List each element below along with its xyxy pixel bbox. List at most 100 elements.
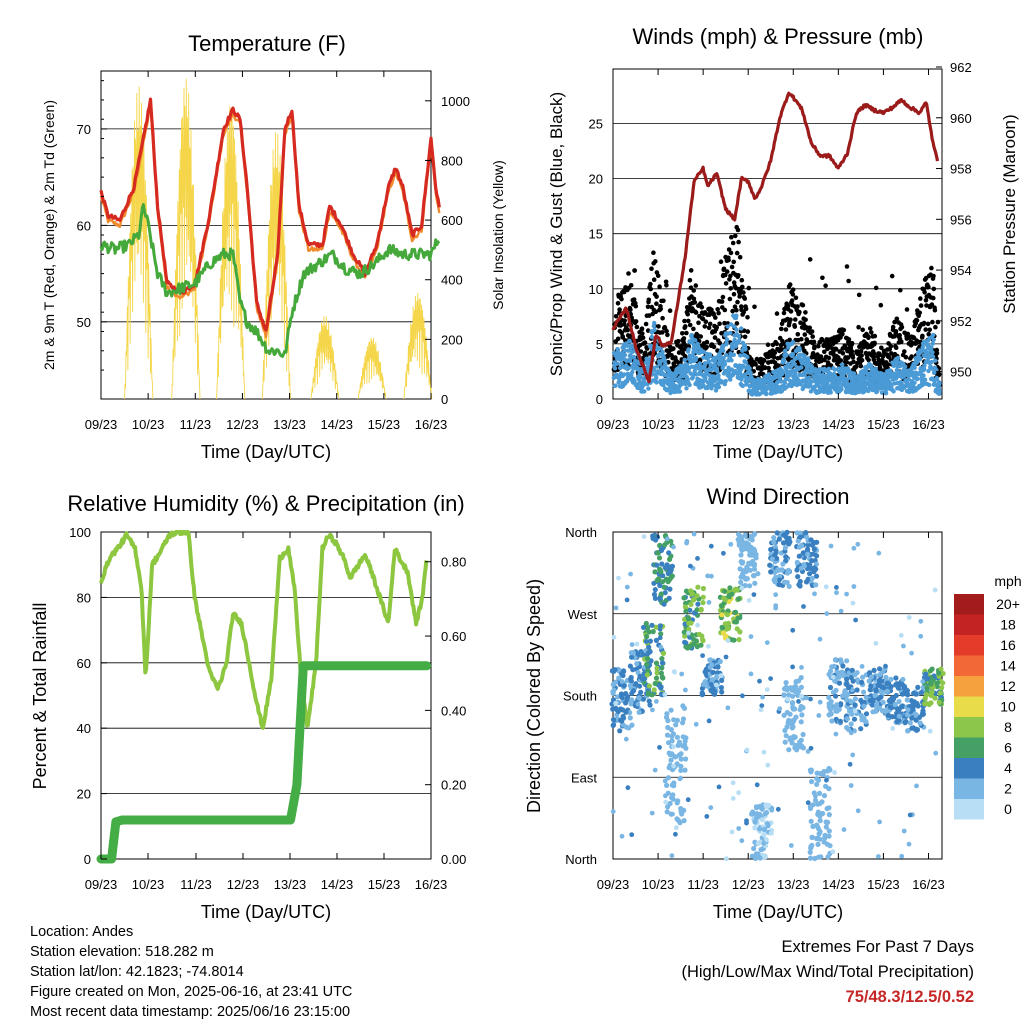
direction-point	[880, 699, 886, 705]
y-right-tick-label: 800	[441, 153, 463, 168]
direction-point	[936, 699, 942, 706]
direction-point	[634, 661, 640, 667]
wind-point	[732, 337, 737, 343]
wind-point	[703, 375, 708, 381]
gust-point	[840, 331, 845, 337]
gust-point	[688, 268, 694, 273]
gust-point	[803, 310, 808, 315]
direction-point	[758, 804, 764, 811]
direction-xlabel: Time (Day/UTC)	[713, 902, 843, 922]
direction-point	[724, 612, 731, 618]
wind-point	[927, 382, 932, 388]
direction-point	[871, 667, 877, 674]
direction-point	[738, 574, 744, 580]
direction-point	[890, 726, 896, 731]
gust-point	[721, 266, 727, 272]
legend-label: 14	[1000, 658, 1016, 674]
y-tick-label: 50	[77, 315, 91, 330]
direction-point	[794, 559, 800, 566]
wind-point	[723, 352, 729, 358]
wind-point	[682, 357, 687, 363]
direction-point	[935, 680, 941, 686]
gust-point	[724, 269, 730, 274]
x-tick-label: 13/23	[777, 877, 810, 892]
direction-point	[837, 718, 844, 724]
gust-point	[903, 354, 909, 360]
gust-point	[660, 315, 665, 321]
winds-title: Winds (mph) & Pressure (mb)	[633, 24, 924, 49]
direction-point	[758, 847, 765, 853]
direction-point	[659, 656, 665, 662]
gust-point	[676, 350, 682, 355]
direction-point	[793, 684, 799, 690]
direction-point	[747, 548, 753, 554]
gust-point	[924, 303, 929, 308]
wind-point	[929, 345, 934, 350]
direction-point	[686, 626, 692, 632]
direction-point	[700, 653, 705, 658]
gust-point	[790, 287, 796, 293]
y-tick-label: 0	[84, 852, 91, 867]
gust-point	[717, 341, 723, 346]
direction-point	[907, 720, 913, 726]
winds-ylabel: Sonic/Prop Wind & Gust (Blue, Black)	[547, 92, 566, 376]
direction-point	[768, 569, 774, 575]
x-tick-label: 16/23	[912, 417, 945, 432]
direction-point	[812, 797, 819, 803]
wind-point	[737, 338, 742, 343]
gust-point	[686, 318, 691, 324]
direction-point	[913, 691, 919, 697]
gust-point	[676, 338, 681, 344]
gust-point	[849, 340, 855, 346]
gust-point	[658, 306, 663, 312]
direction-point	[613, 605, 619, 611]
gust-point	[730, 308, 735, 314]
temperature-series	[99, 97, 441, 358]
gust-point	[859, 358, 865, 363]
y-tick-label: West	[568, 607, 598, 622]
wind-point	[937, 388, 942, 393]
gust-point	[680, 331, 685, 336]
direction-point	[704, 814, 710, 819]
direction-point	[794, 567, 800, 573]
direction-point	[668, 757, 674, 763]
gust-point	[850, 355, 856, 360]
wind-point	[790, 340, 796, 345]
direction-point	[659, 674, 665, 680]
direction-point	[932, 587, 938, 593]
direction-point	[843, 697, 850, 703]
gust-point	[929, 265, 934, 271]
gust-point	[723, 281, 729, 286]
gust-point	[632, 268, 637, 273]
direction-point	[724, 856, 729, 862]
gust-point	[709, 307, 714, 313]
direction-point	[840, 693, 846, 699]
temperature-line	[99, 97, 441, 332]
direction-point	[781, 579, 788, 585]
direction-point	[825, 819, 831, 826]
gust-point	[826, 355, 832, 361]
gust-point	[807, 257, 813, 262]
gust-point	[734, 321, 740, 326]
direction-point	[828, 543, 834, 549]
gust-point	[745, 329, 751, 334]
direction-point	[728, 541, 734, 547]
direction-point	[636, 709, 642, 715]
direction-point	[644, 672, 651, 678]
direction-point	[799, 665, 804, 670]
wind-point	[729, 367, 734, 372]
direction-point	[824, 611, 830, 616]
legend-label: 0	[1004, 801, 1012, 817]
x-tick-label: 15/23	[867, 417, 900, 432]
direction-point	[749, 552, 755, 558]
direction-point	[928, 681, 934, 687]
direction-point	[731, 637, 737, 643]
pressure-line	[611, 91, 940, 384]
direction-point	[877, 666, 883, 672]
gust-point	[699, 304, 705, 310]
direction-point	[777, 706, 783, 712]
gust-point	[682, 318, 687, 324]
wind-point	[724, 340, 729, 346]
direction-point	[624, 584, 630, 590]
